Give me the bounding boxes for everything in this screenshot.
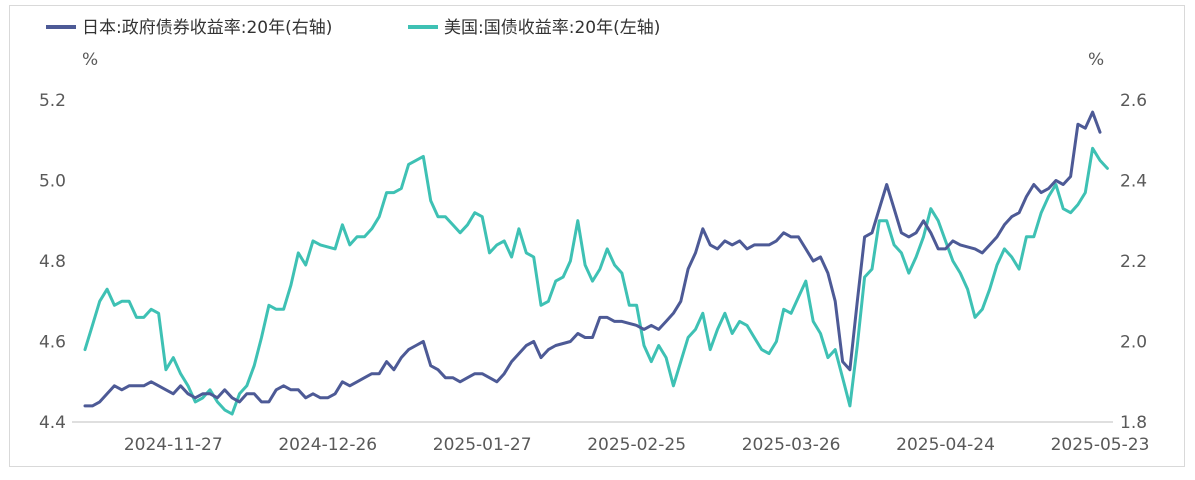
right-tick-label: 2.2: [1120, 252, 1147, 272]
right-axis-unit: %: [1088, 50, 1104, 70]
right-tick-label: 2.0: [1120, 333, 1147, 353]
x-tick-label: 2024-11-27: [124, 435, 223, 455]
series-line-japan-20y[interactable]: [83, 110, 1102, 408]
series-line-us-20y[interactable]: [83, 146, 1109, 416]
left-tick-label: 4.6: [39, 333, 66, 353]
chart-svg: 日本:政府债券收益率:20年(右轴) 美国:国债收益率:20年(左轴) % % …: [39, 18, 1150, 455]
x-tick-label: 2024-12-26: [278, 435, 377, 455]
legend-label-us: 美国:国债收益率:20年(左轴): [444, 18, 660, 38]
chart-frame: 日本:政府债券收益率:20年(右轴) 美国:国债收益率:20年(左轴) % % …: [9, 5, 1185, 467]
x-tick-label: 2025-03-26: [742, 435, 841, 455]
right-tick-label: 1.8: [1120, 413, 1147, 433]
right-tick-label: 2.4: [1120, 172, 1147, 192]
left-tick-label: 4.4: [39, 413, 66, 433]
series-group: [83, 110, 1109, 416]
x-tick-label: 2025-04-24: [896, 435, 995, 455]
left-axis-ticks: 5.2 5.0 4.8 4.6 4.4: [39, 91, 66, 433]
left-tick-label: 5.0: [39, 172, 66, 192]
x-tick-label: 2025-02-25: [587, 435, 686, 455]
left-tick-label: 5.2: [39, 91, 66, 111]
left-tick-label: 4.8: [39, 252, 66, 272]
legend-label-japan: 日本:政府债券收益率:20年(右轴): [82, 18, 332, 38]
legend: 日本:政府债券收益率:20年(右轴) 美国:国债收益率:20年(左轴): [46, 18, 660, 38]
right-axis-ticks: 2.6 2.4 2.2 2.0 1.8: [1120, 91, 1147, 433]
left-axis-unit: %: [82, 50, 98, 70]
x-tick-label: 2025-01-27: [433, 435, 532, 455]
legend-item-us[interactable]: 美国:国债收益率:20年(左轴): [408, 18, 660, 38]
legend-item-japan[interactable]: 日本:政府债券收益率:20年(右轴): [46, 18, 332, 38]
right-tick-label: 2.6: [1120, 91, 1147, 111]
x-tick-label: 2025-05-23: [1051, 435, 1150, 455]
x-axis-ticks: 2024-11-27 2024-12-26 2025-01-27 2025-02-25…: [124, 435, 1150, 455]
